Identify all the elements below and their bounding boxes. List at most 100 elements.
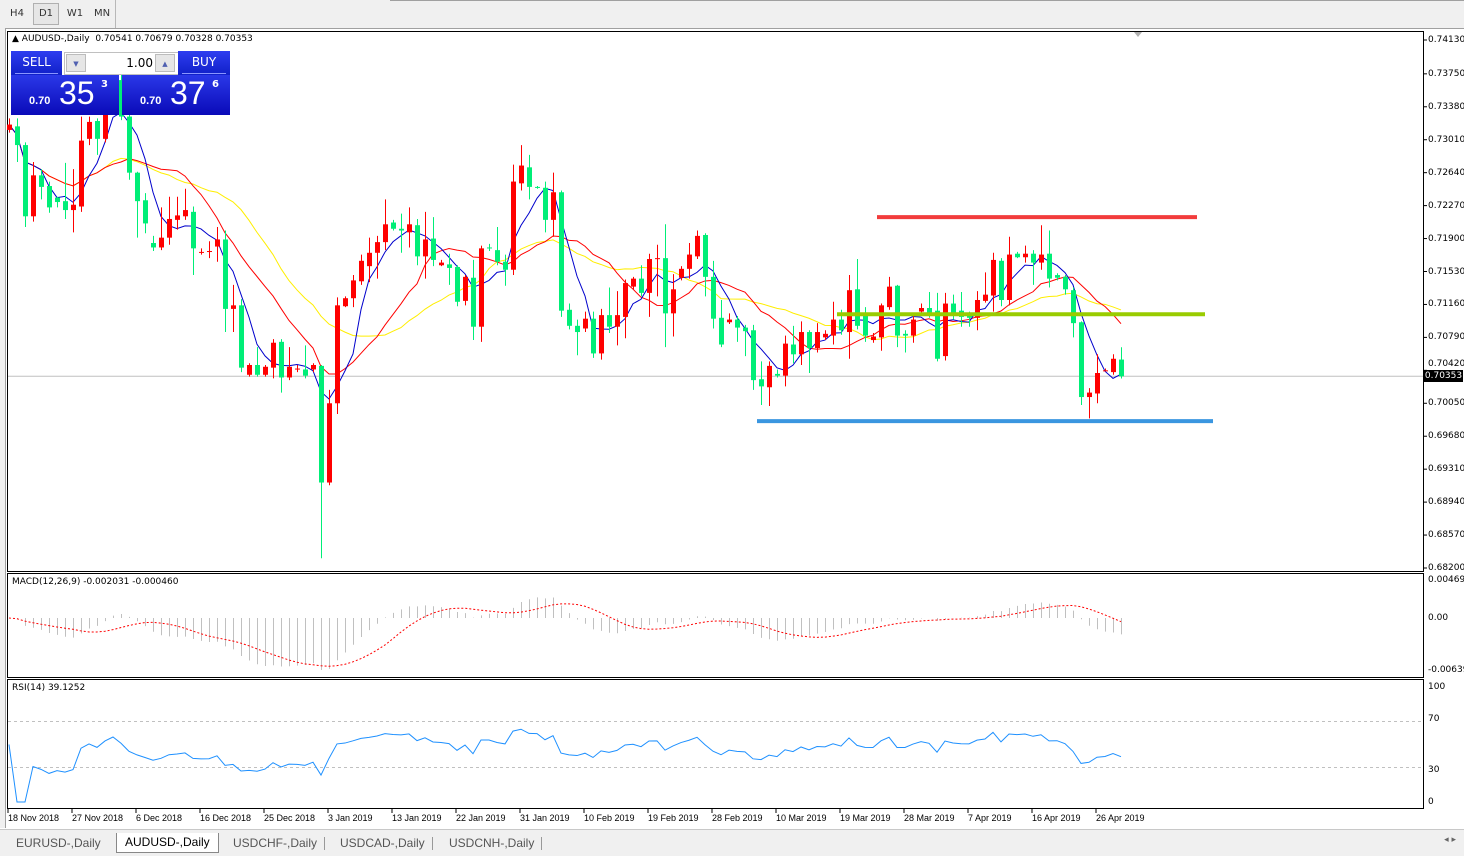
bear-candle [135,172,140,202]
bull-candle [871,336,876,341]
bear-candle [535,186,540,188]
bear-candle [15,126,20,146]
collapse-triangle-icon[interactable]: ▲ [12,34,19,44]
buy-button[interactable]: BUY [178,51,230,75]
symbol-label: AUDUSD-,Daily [21,34,90,44]
price-tick-label: 0.74130 [1428,35,1464,45]
bull-candle [479,248,484,327]
rsi-axis-70: 70 [1428,714,1440,724]
timeframe-w1[interactable]: W1 [66,8,84,19]
date-tick-label: 13 Jan 2019 [392,813,442,823]
price-tick-label: 0.73750 [1428,68,1464,79]
ma-mid-line [8,124,1122,375]
tab-audusd[interactable]: AUDUSD-,Daily [116,833,219,853]
tab-usdcnh[interactable]: USDCNH-,Daily [441,834,543,853]
sell-price-fraction: 3 [101,79,108,90]
bull-candle [615,315,620,327]
bear-candle [239,305,244,368]
bull-candle [375,242,380,253]
sell-price-pips: 35 [59,75,95,111]
price-tick-label: 0.73010 [1428,134,1464,145]
bull-candle [215,239,220,247]
date-tick-label: 31 Jan 2019 [520,813,570,823]
bear-candle [487,247,492,249]
bear-candle [455,267,460,302]
bear-candle [1071,290,1076,324]
lot-increase-button[interactable]: ▲ [155,54,175,72]
tab-scroll-arrows[interactable]: ◂ ▸ [1444,835,1456,845]
bear-candle [711,276,716,319]
ohlc-values: 0.70541 0.70679 0.70328 0.70353 [95,34,253,44]
date-tick-label: 28 Feb 2019 [712,813,763,823]
bear-candle [807,332,812,349]
price-tick-label: 0.71900 [1428,233,1464,244]
chart-tabs: EURUSD-,Daily AUDUSD-,Daily USDCHF-,Dail… [0,829,1464,856]
bear-candle [303,369,308,376]
rsi-pane[interactable] [7,679,1424,809]
bull-candle [687,254,692,269]
date-tick-label: 16 Dec 2018 [200,813,252,823]
date-tick-label: 19 Feb 2019 [648,813,699,823]
tab-label: USDCNH-,Daily [449,836,535,850]
timeframe-d1[interactable]: D1 [33,3,59,25]
timeframe-h4[interactable]: H4 [10,8,24,19]
bear-candle [255,364,260,375]
bull-candle [407,224,412,233]
date-tick-label: 16 Apr 2019 [1032,813,1081,823]
macd-pane[interactable] [7,573,1424,678]
bear-candle [415,225,420,257]
tab-usdcad[interactable]: USDCAD-,Daily [332,834,433,853]
macd-axis-zero: 0.00 [1428,613,1449,623]
rsi-title: RSI(14) 39.1252 [12,683,86,693]
ma-fast-line [8,111,1122,400]
bull-candle [87,121,92,139]
lot-size-stepper[interactable]: ▼ ▲ [64,52,179,75]
bear-candle [23,145,28,217]
tab-label: EURUSD-,Daily [16,836,101,850]
bull-candle [287,366,292,378]
bull-candle [31,175,36,217]
left-edge [0,28,6,828]
lot-size-input[interactable] [87,54,153,71]
date-tick-label: 19 Mar 2019 [840,813,891,823]
price-tick-label: 0.68940 [1428,497,1464,508]
bear-candle [759,379,764,387]
bear-candle [543,187,548,220]
bull-candle [815,332,820,349]
price-tick-label: 0.69310 [1428,464,1464,475]
bear-candle [791,344,796,355]
bull-candle [423,239,428,257]
bull-candle [679,268,684,278]
tab-eurusd[interactable]: EURUSD-,Daily [8,834,109,853]
date-tick-label: 28 Mar 2019 [904,813,955,823]
bear-candle [951,303,956,314]
price-tick-label: 0.72640 [1428,167,1464,178]
rsi-line [8,728,1122,803]
price-tick-label: 0.69680 [1428,431,1464,442]
sell-button[interactable]: SELL [11,51,62,75]
price-tick-label: 0.70050 [1428,398,1464,409]
bull-candle [167,218,172,238]
bear-candle [703,234,708,277]
bear-candle [743,327,748,332]
bull-candle [551,192,556,220]
timeframe-mn[interactable]: MN [93,8,111,19]
bear-candle [1015,253,1020,258]
bear-candle [143,200,148,224]
buy-price-box[interactable]: 0.70 37 6 [122,75,230,115]
bull-candle [175,215,180,220]
bull-candle [351,280,356,299]
bear-candle [527,167,532,187]
rsi-axis-100: 100 [1428,682,1446,692]
date-tick-label: 10 Feb 2019 [584,813,635,823]
bull-candle [727,319,732,323]
tab-usdchf[interactable]: USDCHF-,Daily [225,834,325,853]
sell-price-box[interactable]: 0.70 35 3 [11,75,119,115]
bear-candle [663,258,668,314]
bear-candle [191,211,196,249]
macd-title: MACD(12,26,9) -0.002031 -0.000460 [12,577,179,587]
date-tick-label: 22 Jan 2019 [456,813,506,823]
bull-candle [1111,358,1116,373]
lot-decrease-button[interactable]: ▼ [66,54,86,72]
